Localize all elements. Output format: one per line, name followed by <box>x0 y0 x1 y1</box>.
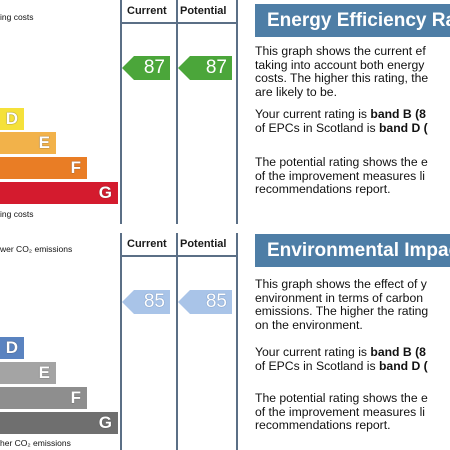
band-e: E <box>0 132 56 154</box>
text-line: of the improvement measures li <box>255 404 426 419</box>
band-d: D <box>0 108 24 130</box>
potential-column-header: Potential <box>180 238 227 250</box>
current-column-header: Current <box>127 238 167 250</box>
text-line: This graph shows the current ef <box>255 45 426 58</box>
text-line: The potential rating shows the e <box>255 392 428 405</box>
column-header-row <box>120 0 236 24</box>
energy-potential-rating-text: The potential rating shows the e of the … <box>255 156 450 197</box>
energy-current-rating-text: Your current rating is band B (8 of EPCs… <box>255 108 450 135</box>
text-line: costs. The higher this rating, the <box>255 71 429 85</box>
environmental-impact-chart: Current Potential wer CO₂ emissions 85 8… <box>0 233 238 450</box>
text-line: taking into account both energy <box>255 57 425 72</box>
current-column-header: Current <box>127 5 167 17</box>
chart-bottom-label: her CO₂ emissions <box>0 438 71 448</box>
environment-current-rating-text: Your current rating is band B (8 of EPCs… <box>255 346 450 373</box>
band-text: band B (8 <box>370 108 426 121</box>
text-fragment: of EPCs in Scotland is <box>255 120 379 135</box>
text-line: on the environment. <box>255 317 363 332</box>
column-divider <box>176 0 178 224</box>
environment-description: This graph shows the effect of y environ… <box>255 278 450 332</box>
band-text: band D ( <box>378 120 428 135</box>
text-line: are likely to be. <box>255 84 337 99</box>
band-d: D <box>0 337 24 359</box>
current-rating-arrow: 85 <box>122 290 170 314</box>
band-f: F <box>0 157 87 179</box>
band-text: band D ( <box>378 358 428 373</box>
chart-top-label: wer CO₂ emissions <box>0 244 73 254</box>
chart-bottom-label: ing costs <box>0 209 34 219</box>
column-divider <box>120 233 122 450</box>
energy-efficiency-chart: Current Potential ing costs 87 87 D E F … <box>0 0 238 224</box>
environmental-impact-heading: Environmental Impac <box>255 234 450 267</box>
text-fragment: Your current rating is <box>255 108 371 121</box>
band-g: G <box>0 182 118 204</box>
potential-rating-arrow: 85 <box>178 290 232 314</box>
text-fragment: Your current rating is <box>255 346 371 359</box>
potential-column-header: Potential <box>180 5 227 17</box>
band-g: G <box>0 412 118 434</box>
text-line: This graph shows the effect of y <box>255 278 427 291</box>
column-divider <box>176 233 178 450</box>
chart-top-label: ing costs <box>0 12 34 22</box>
text-line: environment in terms of carbon <box>255 290 423 305</box>
potential-rating-arrow: 87 <box>178 56 232 80</box>
band-e: E <box>0 362 56 384</box>
text-line: of the improvement measures li <box>255 168 426 183</box>
text-line: emissions. The higher the rating <box>255 304 429 318</box>
band-f: F <box>0 387 87 409</box>
current-rating-arrow: 87 <box>122 56 170 80</box>
environment-potential-rating-text: The potential rating shows the e of the … <box>255 392 450 433</box>
energy-efficiency-heading: Energy Efficiency Ra <box>255 4 450 37</box>
text-line: recommendations report. <box>255 182 391 196</box>
column-divider <box>120 0 122 224</box>
band-text: band B (8 <box>370 346 426 359</box>
text-fragment: of EPCs in Scotland is <box>255 358 379 373</box>
column-header-row <box>120 233 236 257</box>
energy-description: This graph shows the current ef taking i… <box>255 45 450 99</box>
text-line: The potential rating shows the e <box>255 156 428 169</box>
text-line: recommendations report. <box>255 418 391 432</box>
